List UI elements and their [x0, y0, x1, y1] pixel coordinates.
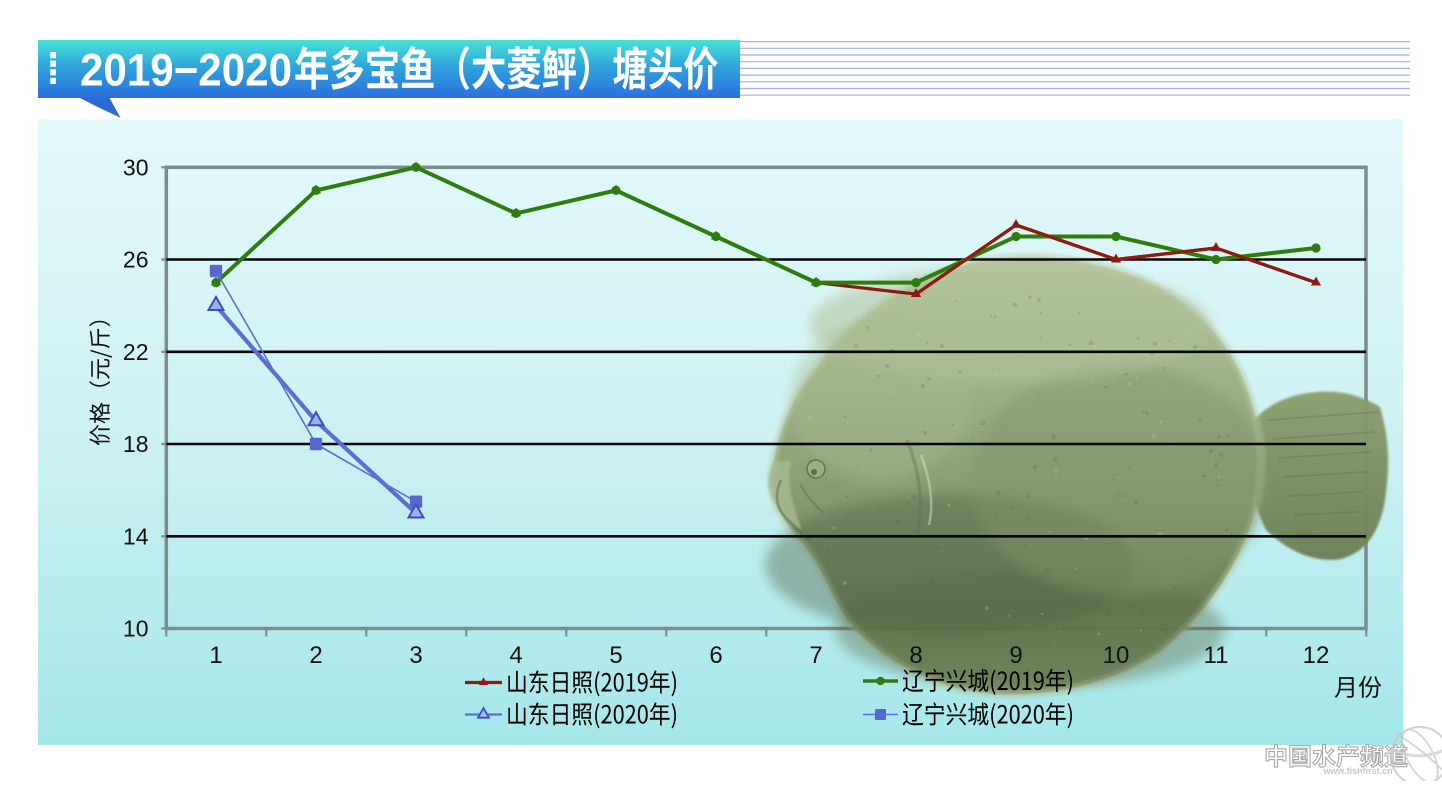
svg-text:2019−2020: 2019−2020: [80, 45, 292, 96]
svg-text:12: 12: [1303, 642, 1330, 669]
svg-text:5: 5: [609, 642, 622, 669]
svg-text:1: 1: [209, 642, 222, 669]
svg-text:10: 10: [1103, 642, 1130, 669]
svg-text:11: 11: [1204, 642, 1229, 669]
svg-text:2: 2: [309, 642, 322, 669]
svg-text:18: 18: [123, 431, 149, 457]
svg-text:30: 30: [123, 154, 149, 180]
svg-text:14: 14: [123, 523, 149, 549]
svg-text:22: 22: [123, 339, 149, 365]
svg-text:26: 26: [123, 247, 149, 273]
svg-text:3: 3: [409, 642, 422, 669]
svg-text:9: 9: [1009, 642, 1022, 669]
svg-text:8: 8: [909, 642, 922, 669]
svg-text:4: 4: [509, 642, 522, 669]
svg-text:6: 6: [709, 642, 722, 669]
svg-text:7: 7: [809, 642, 822, 669]
svg-text:10: 10: [123, 616, 149, 642]
svg-text:www.fishfirst.cn: www.fishfirst.cn: [1322, 766, 1392, 776]
